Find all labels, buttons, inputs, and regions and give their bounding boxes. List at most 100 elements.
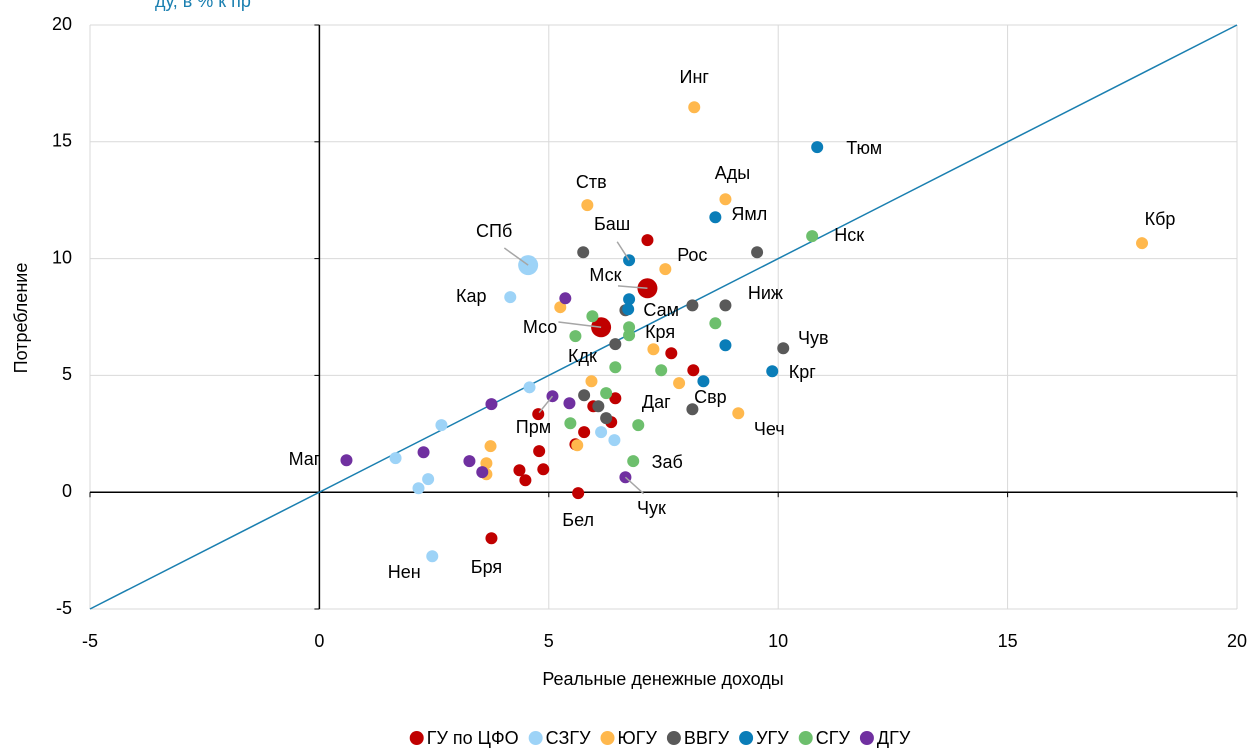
legend-marker [798, 731, 813, 745]
point [426, 550, 439, 563]
point [665, 347, 678, 360]
point [623, 329, 636, 342]
point-label: Нен [388, 562, 421, 582]
point [533, 445, 546, 458]
legend-marker [528, 731, 543, 745]
point-label: Мск [589, 265, 621, 285]
point-label: Сам [643, 300, 679, 320]
point [340, 454, 353, 467]
legend-marker [409, 731, 424, 745]
point-label: Ямл [731, 204, 767, 224]
point [709, 317, 722, 330]
point [485, 398, 498, 411]
point [751, 246, 764, 259]
x-tick-label: 15 [998, 631, 1018, 651]
identity-line [89, 24, 1238, 610]
y-tick-label: -5 [56, 598, 72, 618]
leader-line [616, 241, 630, 261]
y-tick-label: 10 [52, 247, 72, 267]
point [417, 446, 430, 459]
x-tick-label: -5 [82, 631, 98, 651]
point-label: Кбр [1145, 209, 1176, 229]
point [563, 397, 576, 410]
point [504, 291, 517, 304]
point [1136, 237, 1149, 250]
point [719, 299, 732, 312]
point [766, 365, 779, 378]
y-axis-label: Потребление [11, 263, 31, 374]
point-label: Мсо [523, 317, 557, 337]
point [577, 246, 590, 259]
point [572, 487, 585, 500]
point-label: Кдк [568, 346, 597, 366]
point [622, 303, 635, 316]
point-label: Кар [456, 286, 487, 306]
point [559, 292, 572, 305]
point [777, 342, 790, 355]
y-tick-label: 15 [52, 131, 72, 151]
point [569, 330, 582, 343]
point [578, 426, 591, 439]
point [806, 230, 819, 243]
point-label: Свр [694, 387, 727, 407]
point-label: Бел [562, 510, 594, 530]
point-label: Заб [652, 452, 683, 472]
point [732, 407, 745, 420]
point [412, 482, 425, 495]
point-label: Ады [715, 163, 750, 183]
point-label: Тюм [846, 138, 882, 158]
point-label: Инг [680, 67, 710, 87]
legend-label: ДГУ [877, 728, 911, 748]
point [811, 141, 824, 154]
point [476, 466, 489, 479]
legend-label: УГУ [756, 728, 789, 748]
point-label: Маг [289, 449, 321, 469]
point-label: Баш [594, 214, 630, 234]
x-tick-label: 20 [1227, 631, 1247, 651]
point [623, 293, 636, 306]
legend-marker [666, 731, 681, 745]
point [673, 377, 686, 390]
point [687, 364, 700, 377]
point [609, 361, 622, 374]
point [600, 387, 613, 400]
point-label: Ниж [748, 283, 783, 303]
leader-line [503, 247, 529, 266]
point-label: Чеч [754, 419, 785, 439]
x-tick-label: 0 [314, 631, 324, 651]
legend-label: ЮГУ [618, 728, 658, 748]
point [435, 419, 448, 432]
point [697, 375, 710, 388]
x-tick-label: 5 [544, 631, 554, 651]
point [632, 419, 645, 432]
point [609, 392, 622, 405]
point [595, 426, 608, 439]
x-tick-label: 10 [768, 631, 788, 651]
point [422, 473, 435, 486]
point-label: Рос [677, 245, 707, 265]
point-label: Чук [637, 498, 666, 518]
point [688, 101, 701, 114]
point [519, 474, 532, 487]
point [571, 439, 584, 452]
leader-line [624, 476, 645, 495]
legend-marker [739, 731, 754, 745]
legend-marker [859, 731, 874, 745]
legend: ГУ по ЦФО СЗГУ ЮГУ ВВГУ УГУ СГУ ДГУ [409, 728, 911, 748]
point-label: Кря [645, 322, 675, 342]
point [578, 389, 591, 402]
leader-line [538, 395, 554, 414]
legend-label: СЗГУ [546, 728, 591, 748]
point-label: Даг [642, 392, 671, 412]
point [686, 403, 699, 416]
point [463, 455, 476, 468]
point-label: Ств [576, 172, 607, 192]
point-label: Чув [798, 328, 829, 348]
point-label: Бря [471, 557, 502, 577]
leader-line [617, 285, 648, 290]
point [608, 434, 621, 447]
subtitle: ду, в % к пр [155, 0, 251, 11]
point [485, 532, 498, 545]
point-label: СПб [476, 221, 512, 241]
point [592, 400, 605, 413]
